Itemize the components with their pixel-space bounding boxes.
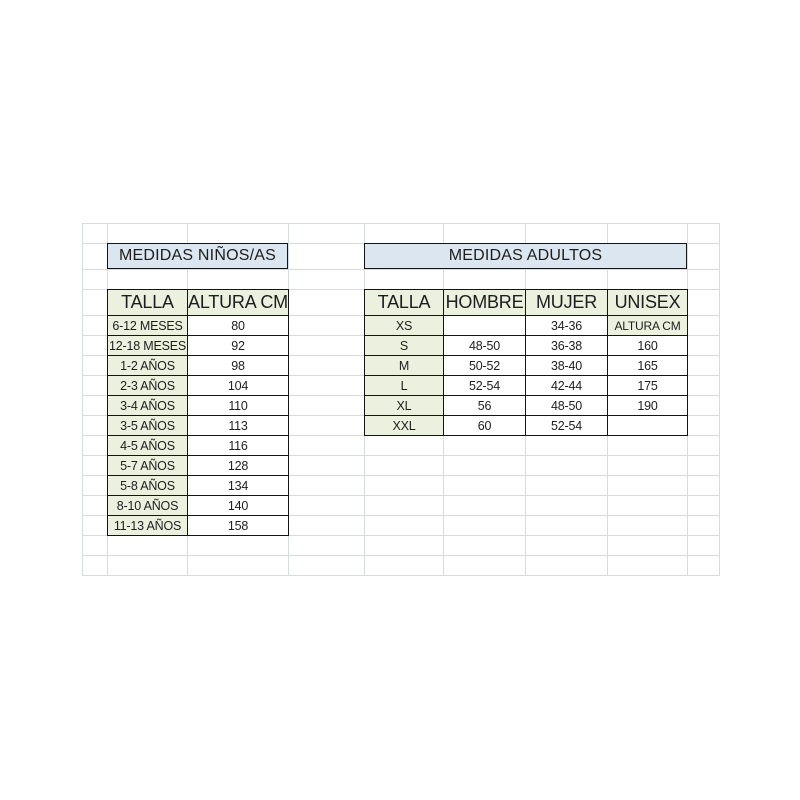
table-cell[interactable]: 134 bbox=[187, 475, 289, 496]
adults-size-table: TALLA HOMBRE MUJER UNISEX XS 34-36 ALTURA … bbox=[364, 289, 688, 436]
table-cell[interactable]: 1-2 AÑOS bbox=[107, 355, 188, 376]
table-cell[interactable]: 3-4 AÑOS bbox=[107, 395, 188, 416]
table-row: S 48-50 36-38 160 bbox=[364, 335, 688, 356]
table-cell[interactable]: 38-40 bbox=[525, 355, 608, 376]
table-cell[interactable]: 158 bbox=[187, 515, 289, 536]
table-row: XS 34-36 ALTURA CM bbox=[364, 315, 688, 336]
table-cell[interactable]: 50-52 bbox=[443, 355, 526, 376]
adults-header-unisex[interactable]: UNISEX bbox=[607, 289, 688, 316]
table-cell[interactable]: XS bbox=[364, 315, 444, 336]
adults-header-mujer[interactable]: MUJER bbox=[525, 289, 608, 316]
table-cell[interactable]: 4-5 AÑOS bbox=[107, 435, 188, 456]
table-cell[interactable]: ALTURA CM bbox=[607, 315, 688, 336]
table-cell[interactable]: 36-38 bbox=[525, 335, 608, 356]
table-row: 8-10 AÑOS 140 bbox=[107, 495, 289, 516]
gridline-horizontal bbox=[82, 455, 720, 456]
table-cell[interactable]: 104 bbox=[187, 375, 289, 396]
table-cell[interactable]: 12-18 MESES bbox=[107, 335, 188, 356]
gridline-vertical bbox=[82, 223, 83, 575]
table-row: 11-13 AÑOS 158 bbox=[107, 515, 289, 536]
gridline-horizontal bbox=[82, 515, 720, 516]
table-cell[interactable]: XL bbox=[364, 395, 444, 416]
gridline-horizontal bbox=[82, 269, 720, 270]
table-cell[interactable] bbox=[443, 315, 526, 336]
gridline-vertical bbox=[687, 223, 688, 575]
table-row: 3-5 AÑOS 113 bbox=[107, 415, 289, 436]
gridline-horizontal bbox=[82, 535, 720, 536]
table-cell[interactable]: 128 bbox=[187, 455, 289, 476]
table-cell[interactable]: 48-50 bbox=[443, 335, 526, 356]
table-cell[interactable]: 6-12 MESES bbox=[107, 315, 188, 336]
table-cell[interactable]: 34-36 bbox=[525, 315, 608, 336]
table-cell[interactable]: 8-10 AÑOS bbox=[107, 495, 188, 516]
table-cell[interactable]: 60 bbox=[443, 415, 526, 436]
table-cell[interactable]: 42-44 bbox=[525, 375, 608, 396]
table-cell[interactable]: L bbox=[364, 375, 444, 396]
adults-table-header-row: TALLA HOMBRE MUJER UNISEX bbox=[364, 289, 688, 316]
table-cell[interactable]: 140 bbox=[187, 495, 289, 516]
table-cell[interactable]: 110 bbox=[187, 395, 289, 416]
table-row: 5-8 AÑOS 134 bbox=[107, 475, 289, 496]
gridline-vertical bbox=[719, 223, 720, 575]
table-row: 12-18 MESES 92 bbox=[107, 335, 289, 356]
table-cell[interactable]: 190 bbox=[607, 395, 688, 416]
table-cell[interactable]: 5-7 AÑOS bbox=[107, 455, 188, 476]
gridline-horizontal bbox=[82, 435, 720, 436]
adults-header-talla[interactable]: TALLA bbox=[364, 289, 444, 316]
table-row: XXL 60 52-54 bbox=[364, 415, 688, 436]
children-header-altura-cm[interactable]: ALTURA CM bbox=[187, 289, 289, 316]
gridline-horizontal bbox=[82, 555, 720, 556]
table-row: M 50-52 38-40 165 bbox=[364, 355, 688, 376]
table-cell[interactable]: M bbox=[364, 355, 444, 376]
table-cell[interactable]: 11-13 AÑOS bbox=[107, 515, 188, 536]
table-cell[interactable]: 52-54 bbox=[443, 375, 526, 396]
table-cell[interactable]: 56 bbox=[443, 395, 526, 416]
table-row: 2-3 AÑOS 104 bbox=[107, 375, 289, 396]
table-row: 5-7 AÑOS 128 bbox=[107, 455, 289, 476]
table-row: 3-4 AÑOS 110 bbox=[107, 395, 289, 416]
children-table-title-cell[interactable]: MEDIDAS NIÑOS/AS bbox=[107, 243, 288, 269]
table-cell[interactable]: 98 bbox=[187, 355, 289, 376]
table-row: 1-2 AÑOS 98 bbox=[107, 355, 289, 376]
gridline-horizontal bbox=[82, 223, 720, 224]
table-cell[interactable]: 165 bbox=[607, 355, 688, 376]
table-cell[interactable]: 3-5 AÑOS bbox=[107, 415, 188, 436]
table-cell[interactable] bbox=[607, 415, 688, 436]
table-cell[interactable]: 175 bbox=[607, 375, 688, 396]
table-row: 4-5 AÑOS 116 bbox=[107, 435, 289, 456]
children-table-header-row: TALLA ALTURA CM bbox=[107, 289, 289, 316]
children-size-table: TALLA ALTURA CM 6-12 MESES 80 12-18 MESES 9… bbox=[107, 289, 289, 536]
gridline-horizontal bbox=[82, 495, 720, 496]
table-row: XL 56 48-50 190 bbox=[364, 395, 688, 416]
table-cell[interactable]: 52-54 bbox=[525, 415, 608, 436]
adults-header-hombre[interactable]: HOMBRE bbox=[443, 289, 526, 316]
table-cell[interactable]: XXL bbox=[364, 415, 444, 436]
table-cell[interactable]: 113 bbox=[187, 415, 289, 436]
table-cell[interactable]: 48-50 bbox=[525, 395, 608, 416]
table-cell[interactable]: S bbox=[364, 335, 444, 356]
table-cell[interactable]: 2-3 AÑOS bbox=[107, 375, 188, 396]
table-cell[interactable]: 160 bbox=[607, 335, 688, 356]
adults-table-title-cell[interactable]: MEDIDAS ADULTOS bbox=[364, 243, 687, 269]
gridline-vertical bbox=[288, 223, 289, 575]
children-header-talla[interactable]: TALLA bbox=[107, 289, 188, 316]
table-row: L 52-54 42-44 175 bbox=[364, 375, 688, 396]
table-cell[interactable]: 92 bbox=[187, 335, 289, 356]
gridline-horizontal bbox=[82, 575, 720, 576]
table-cell[interactable]: 116 bbox=[187, 435, 289, 456]
gridline-horizontal bbox=[82, 475, 720, 476]
table-cell[interactable]: 80 bbox=[187, 315, 289, 336]
table-row: 6-12 MESES 80 bbox=[107, 315, 289, 336]
table-cell[interactable]: 5-8 AÑOS bbox=[107, 475, 188, 496]
